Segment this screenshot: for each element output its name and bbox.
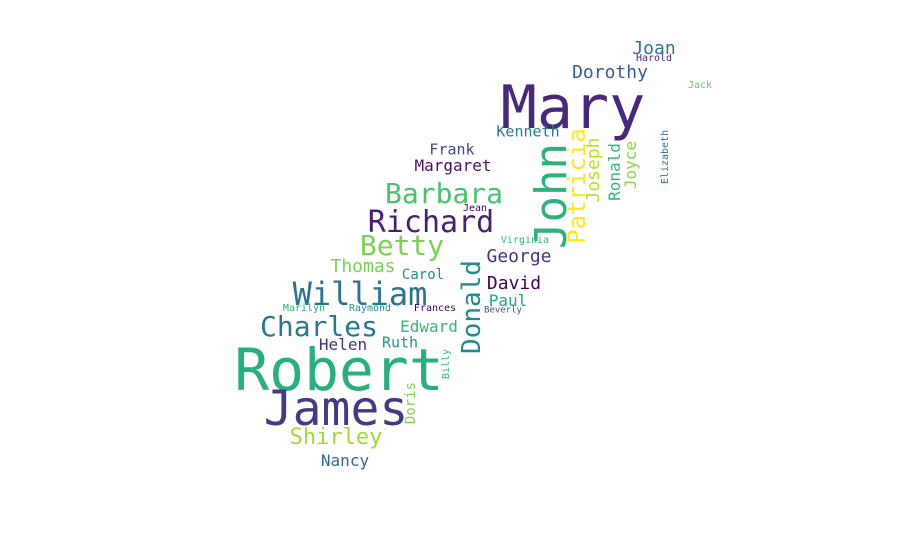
word-joyce: Joyce (621, 140, 640, 190)
word-betty: Betty (359, 229, 445, 262)
word-william: William (292, 275, 428, 313)
word-shirley: Shirley (289, 425, 383, 450)
word-mary: Mary (500, 73, 646, 143)
word-marilyn: Marilyn (282, 303, 326, 314)
word-frank: Frank (429, 140, 475, 159)
word-david: David (486, 273, 542, 294)
word-joseph: Joseph (583, 137, 604, 203)
word-frances: Frances (413, 303, 457, 314)
word-harold: Harold (635, 53, 673, 64)
word-donald: Donald (457, 260, 487, 354)
word-robert: Robert (234, 336, 444, 404)
word-barbara: Barbara (384, 177, 504, 210)
word-ruth: Ruth (381, 333, 419, 352)
word-billy: Billy (441, 348, 452, 380)
word-margaret: Margaret (414, 156, 492, 175)
word-joan: Joan (632, 38, 676, 59)
word-paul: Paul (488, 291, 528, 310)
word-kenneth: Kenneth (496, 122, 560, 141)
word-richard: Richard (367, 205, 495, 240)
word-beverly: Beverly (484, 305, 522, 316)
word-edward: Edward (400, 317, 458, 336)
word-dorothy: Dorothy (572, 62, 648, 83)
word-james: James (263, 381, 409, 437)
word-raymond: Raymond (348, 303, 392, 314)
word-jack: Jack (687, 80, 713, 91)
word-doris: Doris (403, 381, 419, 425)
word-jean: Jean (462, 203, 488, 214)
word-virginia: Virginia (500, 235, 550, 246)
word-george: George (486, 246, 552, 267)
word-elizabeth: Elizabeth (660, 129, 671, 185)
word-charles: Charles (259, 310, 379, 343)
word-nancy: Nancy (320, 451, 370, 470)
word-carol: Carol (401, 267, 445, 283)
word-thomas: Thomas (330, 256, 396, 277)
word-helen: Helen (318, 335, 368, 354)
